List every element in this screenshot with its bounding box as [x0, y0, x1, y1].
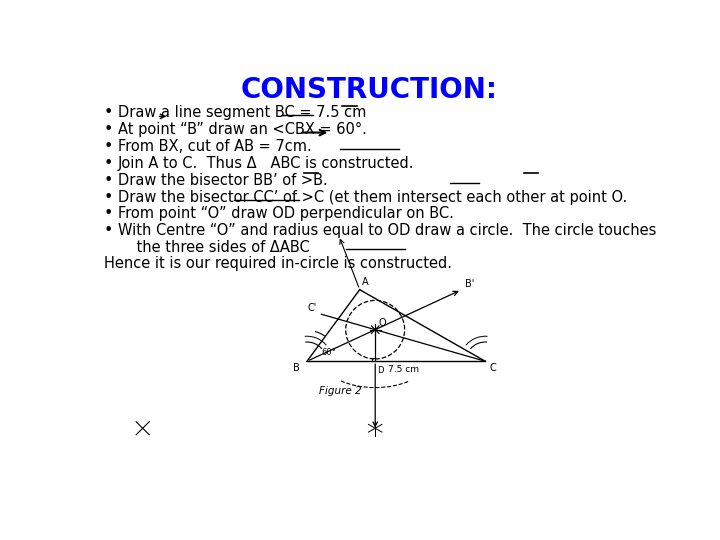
Text: Draw a line segment BC = 7.5 cm: Draw a line segment BC = 7.5 cm: [118, 105, 366, 120]
Text: 7.5 cm: 7.5 cm: [388, 365, 419, 374]
Text: •: •: [104, 122, 113, 137]
Text: B: B: [292, 363, 300, 373]
Text: From point “O” draw OD perpendicular on BC.: From point “O” draw OD perpendicular on …: [118, 206, 454, 221]
Text: •: •: [104, 139, 113, 154]
Text: At point “B” draw an <CBX = 60°.: At point “B” draw an <CBX = 60°.: [118, 122, 366, 137]
Text: A: A: [362, 276, 369, 287]
Text: •: •: [104, 224, 113, 239]
Text: B': B': [464, 279, 474, 288]
Text: •: •: [104, 173, 113, 187]
Text: Draw the bisector BB’ of >B.: Draw the bisector BB’ of >B.: [118, 173, 328, 187]
Text: Join A to C.  Thus Δ   ABC is constructed.: Join A to C. Thus Δ ABC is constructed.: [118, 156, 415, 171]
Text: Hence it is our required in-circle is constructed.: Hence it is our required in-circle is co…: [104, 256, 452, 271]
Text: From BX, cut of AB = 7cm.: From BX, cut of AB = 7cm.: [118, 139, 312, 154]
Text: With Centre “O” and radius equal to OD draw a circle.  The circle touches: With Centre “O” and radius equal to OD d…: [118, 224, 656, 239]
Text: Draw the bisector CC’ of >C (et them intersect each other at point O.: Draw the bisector CC’ of >C (et them int…: [118, 190, 627, 205]
Text: CONSTRUCTION:: CONSTRUCTION:: [240, 76, 498, 104]
Text: •: •: [104, 156, 113, 171]
Text: C: C: [489, 363, 496, 373]
Text: the three sides of ΔABC: the three sides of ΔABC: [118, 240, 310, 255]
Text: 60°: 60°: [321, 348, 336, 357]
Text: C': C': [307, 303, 317, 313]
Text: •: •: [104, 105, 113, 120]
Text: •: •: [104, 190, 113, 205]
Text: Figure 2: Figure 2: [319, 386, 361, 396]
Text: D: D: [377, 366, 383, 375]
Text: O: O: [378, 318, 386, 328]
Text: •: •: [104, 206, 113, 221]
